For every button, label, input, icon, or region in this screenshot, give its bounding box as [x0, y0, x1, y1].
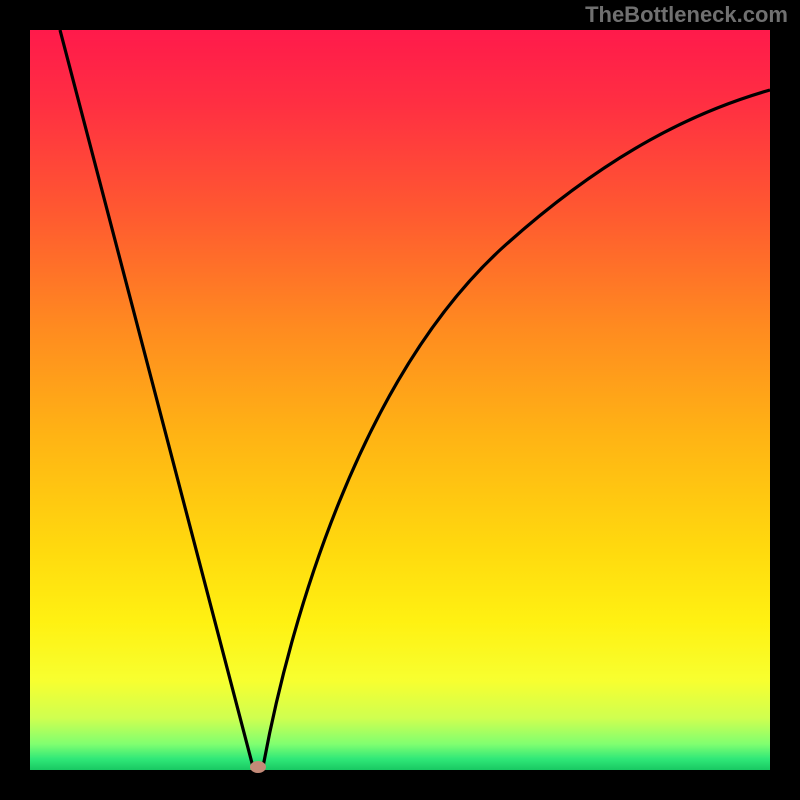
chart-area — [30, 30, 770, 770]
watermark-text: TheBottleneck.com — [585, 2, 788, 28]
chart-gradient-background — [30, 30, 770, 770]
optimal-point-marker — [250, 761, 266, 773]
